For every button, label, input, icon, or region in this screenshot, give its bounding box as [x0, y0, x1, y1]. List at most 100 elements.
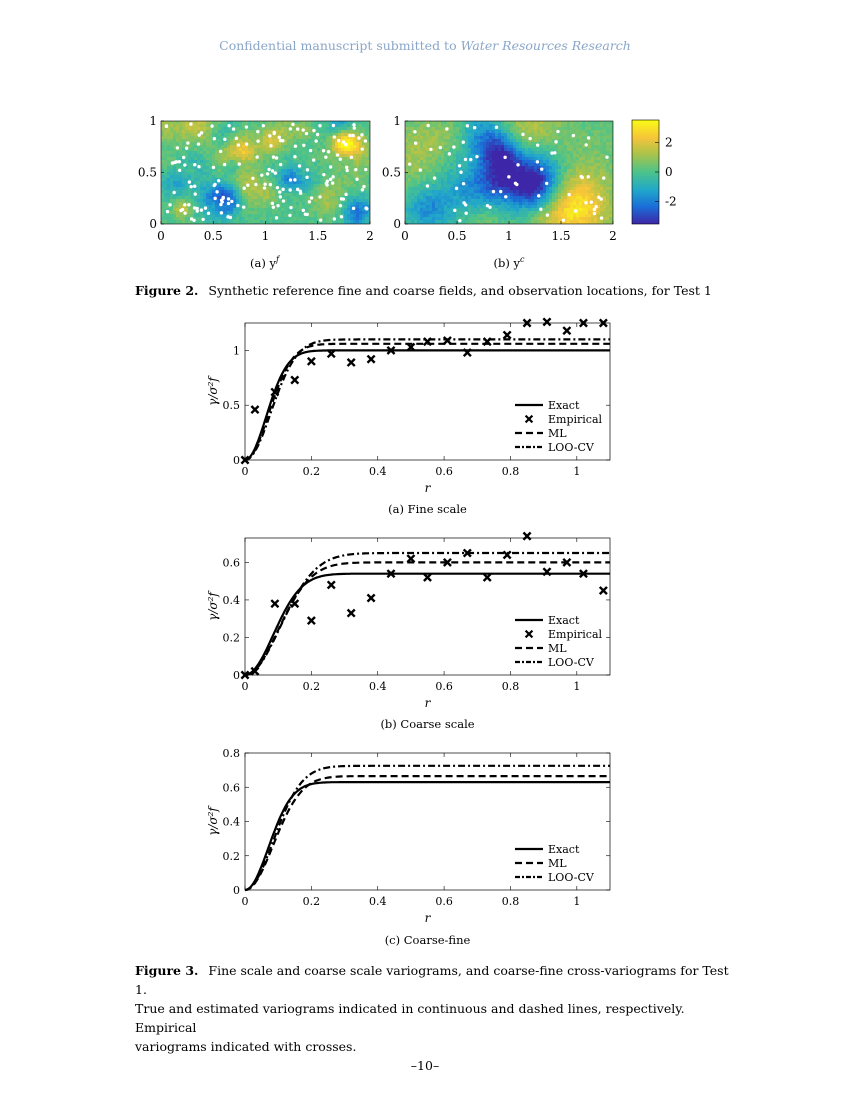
observation-point — [288, 178, 293, 182]
y-tick-label: 1 — [393, 114, 401, 128]
observation-point — [216, 179, 221, 183]
observation-point — [244, 125, 249, 129]
figure-2-fields: 0 0.5 1 1.5 2 0 0.5 1 0 0.5 1 1.5 2 0 0.5 1 2 0 -2 — [138, 114, 677, 243]
x-tick-label: 2 — [609, 229, 617, 243]
observation-point — [219, 211, 224, 215]
observation-point — [337, 138, 341, 143]
observation-point — [308, 148, 313, 153]
plot-frame — [244, 322, 611, 461]
observation-point — [193, 184, 197, 188]
x-tick-label: 0.5 — [447, 229, 466, 243]
observation-point — [312, 128, 316, 133]
observation-point — [301, 128, 305, 132]
colorbar — [631, 119, 660, 225]
observation-point — [459, 170, 463, 174]
observation-point — [363, 139, 368, 143]
observation-point — [360, 133, 364, 137]
y-tick-label: 0 — [393, 217, 401, 231]
observation-point — [241, 205, 246, 209]
observation-point — [339, 197, 344, 201]
observation-point — [277, 135, 281, 140]
observation-point — [330, 181, 335, 185]
observation-point — [273, 171, 278, 175]
observation-point — [275, 185, 280, 190]
observation-point — [332, 217, 337, 221]
empirical-point — [522, 318, 532, 328]
observation-point — [364, 167, 368, 172]
x-tick-label: 0.5 — [204, 229, 223, 243]
observation-point — [301, 208, 306, 213]
colorbar-tick-label: 2 — [665, 135, 673, 149]
observation-point — [354, 167, 358, 172]
y-tick-label: 1 — [233, 344, 240, 357]
observation-point — [256, 129, 260, 134]
x-tick-label: 1 — [505, 229, 513, 243]
observation-point — [210, 124, 214, 128]
observation-point — [432, 176, 437, 180]
observation-point — [242, 186, 246, 190]
observation-point — [261, 124, 266, 128]
running-header: Confidential manuscript submitted to Wat… — [0, 38, 850, 53]
observation-point — [407, 162, 412, 166]
y-tick-label: 1 — [149, 114, 157, 128]
observation-point — [539, 207, 543, 211]
observation-point — [268, 134, 272, 138]
observation-point — [592, 211, 597, 216]
y-tick-label: 0 — [233, 669, 240, 682]
observation-point — [328, 165, 333, 169]
observation-point — [281, 187, 285, 192]
x-tick-label: 0.4 — [369, 680, 387, 693]
observation-point — [535, 143, 540, 147]
observation-point — [344, 192, 348, 197]
page-number: –10– — [410, 1058, 440, 1073]
x-tick-label: 0.2 — [303, 680, 321, 693]
observation-point — [192, 206, 197, 210]
observation-point — [305, 168, 310, 172]
observation-point — [360, 188, 365, 192]
observation-point — [463, 157, 468, 162]
observation-point — [199, 208, 204, 212]
observation-point — [175, 146, 180, 150]
x-tick-label: 0.8 — [502, 895, 520, 908]
observation-point — [274, 156, 279, 160]
observation-point — [521, 132, 525, 137]
figure-2-text: Synthetic reference fine and coarse fiel… — [208, 283, 712, 298]
observation-point — [293, 144, 298, 148]
observation-point — [255, 155, 259, 159]
observation-point — [328, 177, 333, 182]
header-prefix: Confidential manuscript submitted to — [219, 38, 457, 53]
observation-point — [262, 186, 267, 190]
empirical-point — [250, 405, 260, 415]
observation-point — [453, 208, 457, 213]
observation-point — [236, 143, 241, 147]
x-tick-label: 0.2 — [303, 895, 321, 908]
observation-point — [181, 155, 186, 160]
observation-point — [341, 140, 346, 144]
x-tick-label: 0 — [242, 895, 249, 908]
y-tick-label: 0.5 — [138, 166, 157, 180]
observation-point — [499, 189, 503, 194]
empirical-point — [290, 599, 300, 609]
legend-label: LOO-CV — [548, 441, 595, 454]
observation-point — [528, 136, 532, 141]
observation-point — [550, 151, 554, 155]
observation-point — [197, 164, 201, 169]
observation-point — [281, 139, 285, 143]
observation-point — [338, 204, 343, 208]
observation-point — [180, 207, 185, 212]
observation-point — [571, 133, 576, 138]
observation-point — [554, 140, 558, 144]
observation-point — [464, 203, 468, 207]
empirical-point — [562, 326, 572, 336]
observation-point — [269, 144, 273, 148]
observation-point — [507, 175, 511, 179]
series-line-loo-cv — [244, 338, 610, 462]
empirical-point — [290, 375, 300, 385]
y-tick-label: 0.6 — [223, 781, 241, 794]
figure-2-label: Figure 2. — [135, 283, 199, 298]
legend-label: Exact — [548, 614, 580, 627]
empirical-point — [482, 337, 492, 347]
observation-point — [349, 155, 354, 160]
observation-point — [220, 200, 224, 204]
